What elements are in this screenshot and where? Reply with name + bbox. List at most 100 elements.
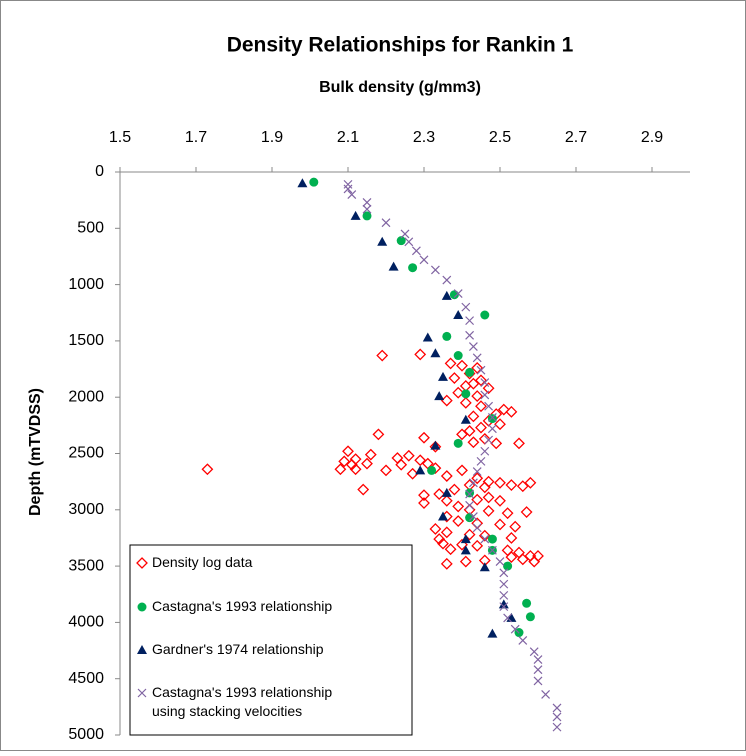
point bbox=[381, 218, 391, 228]
legend-entry: Density log data bbox=[152, 554, 253, 570]
point bbox=[494, 494, 506, 507]
point bbox=[444, 543, 457, 556]
x-tick-label: 2.5 bbox=[489, 129, 511, 146]
point bbox=[476, 456, 486, 466]
legend-box bbox=[129, 544, 413, 736]
point bbox=[452, 500, 465, 513]
point bbox=[472, 467, 482, 476]
point bbox=[482, 491, 495, 504]
point bbox=[453, 438, 463, 448]
point bbox=[465, 489, 475, 499]
point bbox=[441, 290, 452, 300]
point bbox=[471, 539, 484, 552]
point bbox=[453, 289, 463, 299]
point bbox=[442, 331, 452, 341]
point bbox=[505, 532, 518, 544]
y-tick-label: 0 bbox=[95, 163, 104, 180]
point bbox=[338, 455, 351, 468]
point bbox=[497, 403, 510, 416]
point bbox=[487, 545, 497, 555]
point bbox=[452, 515, 465, 527]
point bbox=[505, 551, 518, 564]
y-axis-label: Depth (mTVDSS) bbox=[27, 388, 44, 516]
point bbox=[522, 598, 532, 608]
point bbox=[541, 690, 551, 699]
point bbox=[471, 472, 484, 485]
legend-entry: Gardner's 1974 relationship bbox=[152, 641, 324, 657]
point bbox=[342, 445, 354, 458]
point bbox=[516, 480, 529, 493]
point bbox=[463, 528, 476, 541]
point bbox=[430, 440, 441, 450]
point bbox=[334, 463, 347, 476]
point bbox=[402, 449, 415, 462]
point bbox=[552, 712, 562, 722]
point bbox=[460, 534, 471, 544]
x-tick-label: 2.3 bbox=[413, 129, 435, 146]
point bbox=[364, 448, 377, 461]
y-tick-label: 500 bbox=[77, 220, 104, 237]
point bbox=[499, 602, 509, 612]
point bbox=[395, 458, 408, 471]
point bbox=[495, 557, 505, 567]
point bbox=[501, 507, 514, 520]
point bbox=[509, 520, 522, 533]
point bbox=[503, 613, 513, 623]
x-tick-label: 1.7 bbox=[185, 129, 207, 146]
point bbox=[429, 440, 442, 453]
point bbox=[480, 378, 490, 387]
x-tick-label: 2.7 bbox=[565, 129, 587, 146]
point bbox=[472, 523, 482, 533]
point bbox=[448, 483, 461, 496]
legend-label: Density log data bbox=[152, 554, 253, 570]
point bbox=[400, 229, 410, 239]
point bbox=[362, 204, 372, 214]
point bbox=[487, 424, 497, 434]
y-tick-label: 2000 bbox=[68, 388, 104, 405]
point bbox=[510, 624, 520, 634]
point bbox=[349, 463, 362, 476]
y-tick-label: 3500 bbox=[68, 557, 104, 574]
point bbox=[442, 275, 452, 285]
point bbox=[418, 431, 430, 444]
point bbox=[465, 500, 475, 510]
point bbox=[472, 353, 482, 363]
point bbox=[467, 410, 480, 423]
point bbox=[396, 236, 406, 246]
legend-label: Gardner's 1974 relationship bbox=[152, 641, 324, 657]
point bbox=[440, 526, 453, 539]
point bbox=[350, 210, 361, 220]
point bbox=[533, 665, 543, 675]
point bbox=[467, 436, 480, 449]
legend-label: Castagna's 1993 relationship bbox=[152, 598, 333, 614]
point bbox=[529, 647, 539, 657]
point bbox=[456, 428, 468, 441]
point bbox=[480, 534, 490, 544]
point bbox=[468, 342, 478, 351]
x-tick-label: 2.9 bbox=[641, 129, 663, 146]
x-tick-label: 2.1 bbox=[337, 129, 359, 146]
point bbox=[465, 316, 475, 326]
point bbox=[361, 457, 373, 470]
point bbox=[434, 391, 445, 401]
point bbox=[444, 357, 457, 370]
legend-entry: Castagna's 1993 relationship bbox=[152, 598, 333, 614]
point bbox=[309, 177, 319, 187]
point bbox=[552, 722, 562, 732]
point bbox=[456, 464, 468, 477]
point bbox=[441, 487, 452, 497]
point bbox=[552, 703, 562, 713]
point bbox=[388, 261, 399, 271]
point bbox=[528, 555, 541, 568]
point bbox=[520, 506, 533, 518]
point bbox=[438, 511, 448, 521]
point bbox=[453, 310, 464, 320]
x-tick-label: 1.5 bbox=[109, 129, 131, 146]
point bbox=[438, 371, 448, 381]
point bbox=[357, 483, 370, 496]
point bbox=[513, 437, 525, 450]
point bbox=[465, 330, 475, 340]
point bbox=[475, 421, 487, 434]
point bbox=[503, 561, 513, 571]
point bbox=[440, 470, 453, 482]
